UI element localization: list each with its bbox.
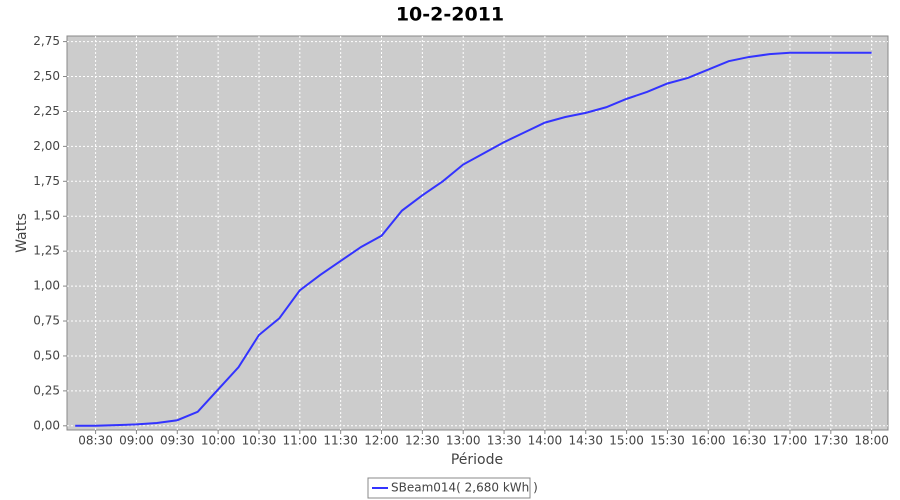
x-tick-label: 10:00	[201, 434, 236, 448]
x-tick-label: 11:30	[323, 434, 358, 448]
x-tick-label: 17:00	[773, 434, 808, 448]
x-tick-label: 11:00	[283, 434, 318, 448]
x-tick-label: 15:30	[650, 434, 685, 448]
y-tick-label: 2,00	[33, 139, 60, 153]
y-tick-label: 2,75	[33, 34, 60, 48]
x-tick-label: 17:30	[814, 434, 849, 448]
data-line	[75, 51, 872, 427]
y-tick-label: 0,00	[33, 418, 60, 432]
plot-area	[66, 35, 889, 431]
x-tick-label: 15:00	[609, 434, 644, 448]
chart-title: 10-2-2011	[396, 4, 504, 26]
x-tick-label: 09:00	[119, 434, 154, 448]
x-tick-label: 10:30	[242, 434, 277, 448]
x-tick-label: 18:00	[854, 434, 889, 448]
y-tick-label: 1,50	[33, 209, 60, 223]
y-tick-label: 0,75	[33, 314, 60, 328]
y-tick-label: 2,25	[33, 104, 60, 118]
x-tick-label: 09:30	[160, 434, 195, 448]
x-tick-label: 13:00	[446, 434, 481, 448]
x-tick-label: 16:30	[732, 434, 767, 448]
x-tick-label: 14:30	[568, 434, 603, 448]
y-tick-label: 0,25	[33, 383, 60, 397]
x-tick-label: 08:30	[78, 434, 113, 448]
y-axis-label: Watts	[14, 213, 30, 253]
y-tick-label: 2,50	[33, 69, 60, 83]
legend-label: SBeam014( 2,680 kWh )	[391, 481, 538, 495]
x-tick-label: 12:00	[364, 434, 399, 448]
x-tick-label: 12:30	[405, 434, 440, 448]
x-tick-label: 16:00	[691, 434, 726, 448]
y-tick-label: 1,75	[33, 174, 60, 188]
y-tick-label: 0,50	[33, 348, 60, 362]
x-tick-label: 13:30	[487, 434, 522, 448]
x-axis-label: Période	[451, 452, 503, 468]
x-tick-label: 14:00	[528, 434, 563, 448]
legend	[367, 477, 531, 499]
y-tick-label: 1,25	[33, 244, 60, 258]
y-tick-label: 1,00	[33, 279, 60, 293]
